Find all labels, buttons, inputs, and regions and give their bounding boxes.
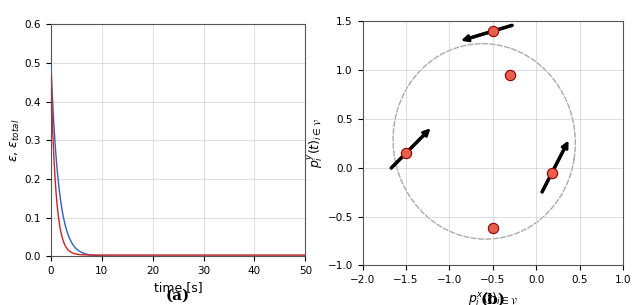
- Y-axis label: $\varepsilon$, $\varepsilon_{total}$: $\varepsilon$, $\varepsilon_{total}$: [9, 119, 22, 162]
- Y-axis label: $p_i^y(t)_{i\in\mathcal{V}}$: $p_i^y(t)_{i\in\mathcal{V}}$: [305, 118, 325, 168]
- Text: (b): (b): [480, 292, 506, 305]
- Point: [547, 170, 557, 175]
- X-axis label: time [s]: time [s]: [154, 282, 202, 295]
- Point: [488, 226, 498, 231]
- Point: [488, 29, 498, 34]
- X-axis label: $p_i^x(t)_{i\in\mathcal{V}}$: $p_i^x(t)_{i\in\mathcal{V}}$: [467, 291, 518, 305]
- Text: (a): (a): [166, 289, 190, 303]
- Point: [505, 73, 515, 77]
- Point: [401, 151, 411, 156]
